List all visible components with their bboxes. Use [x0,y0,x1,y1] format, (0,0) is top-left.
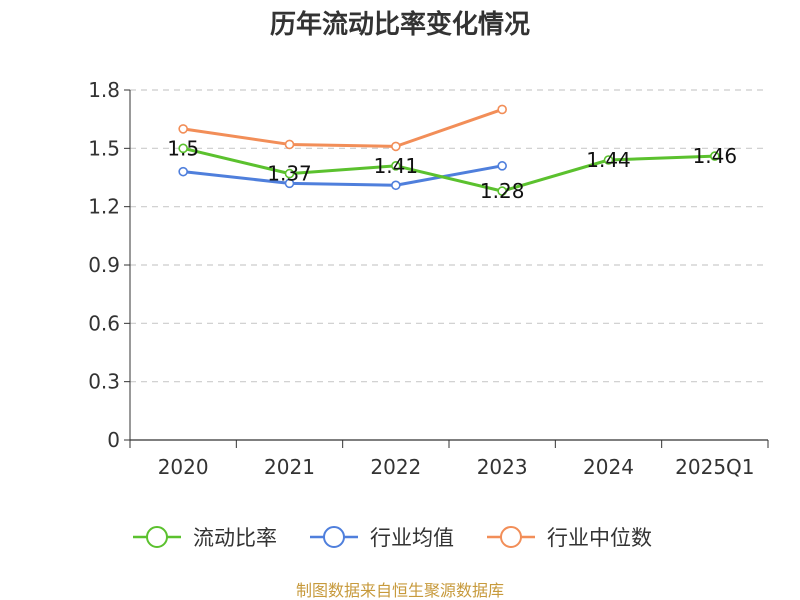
legend-label: 流动比率 [193,526,277,550]
legend-label: 行业中位数 [547,526,652,550]
legend-label: 行业均值 [370,526,454,550]
y-tick-label: 0 [107,428,120,452]
data-label: 1.37 [267,162,312,186]
data-point[interactable] [178,124,188,134]
series-line-2 [182,108,503,148]
data-point[interactable] [284,178,295,189]
y-tick-label: 1.8 [88,78,120,102]
data-point[interactable] [391,180,401,191]
x-tick-label: 2022 [370,455,421,479]
data-point[interactable] [710,151,720,161]
y-tick-label: 0.6 [88,311,120,335]
data-point[interactable] [603,155,614,165]
grid [130,89,768,383]
series [178,104,720,196]
x-tick-label: 2024 [583,455,634,479]
data-label: 1.5 [167,136,199,160]
data-point[interactable] [497,104,507,115]
data-label: 1.46 [693,144,738,168]
series-line-0 [182,146,715,193]
legend-item-1[interactable]: 行业均值 [310,526,454,550]
data-point[interactable] [178,143,188,154]
legend-swatch-marker [323,526,345,548]
chart-title: 历年流动比率变化情况 [270,9,530,40]
data-label: 1.41 [374,154,419,178]
data-point[interactable] [497,161,507,171]
x-tick-label: 2023 [477,455,528,479]
x-tick-label: 2025Q1 [675,455,754,479]
y-tick-label: 0.9 [88,253,120,277]
data-point[interactable] [178,166,188,177]
data-label: 1.44 [586,148,631,172]
x-tick-label: 2021 [264,455,315,479]
y-tick-label: 1.5 [88,136,120,160]
source-note: 制图数据来自恒生聚源数据库 [296,581,504,600]
legend-swatch-marker [500,526,522,548]
legend-item-0[interactable]: 流动比率 [133,526,277,550]
data-labels: 1.5 1.37 1.41 1.28 1.44 1.46 [167,136,737,203]
legend[interactable]: 流动比率 行业均值 行业中位数 [133,526,652,550]
data-point[interactable] [497,186,507,196]
data-point[interactable] [391,141,401,152]
data-point[interactable] [391,161,401,171]
axes: 0 0.3 0.6 0.9 1.2 1.5 1.8 2020 2021 2022 2023 2024 2… [88,78,769,479]
y-tick-label: 1.2 [88,195,120,219]
series-line-1 [183,164,503,187]
legend-item-2[interactable]: 行业中位数 [487,526,652,550]
y-tick-label: 0.3 [88,370,120,394]
data-point[interactable] [284,139,295,150]
data-label: 1.28 [480,179,525,203]
data-point[interactable] [284,168,295,179]
x-tick-label: 2020 [158,455,209,479]
legend-swatch-marker [146,526,168,548]
